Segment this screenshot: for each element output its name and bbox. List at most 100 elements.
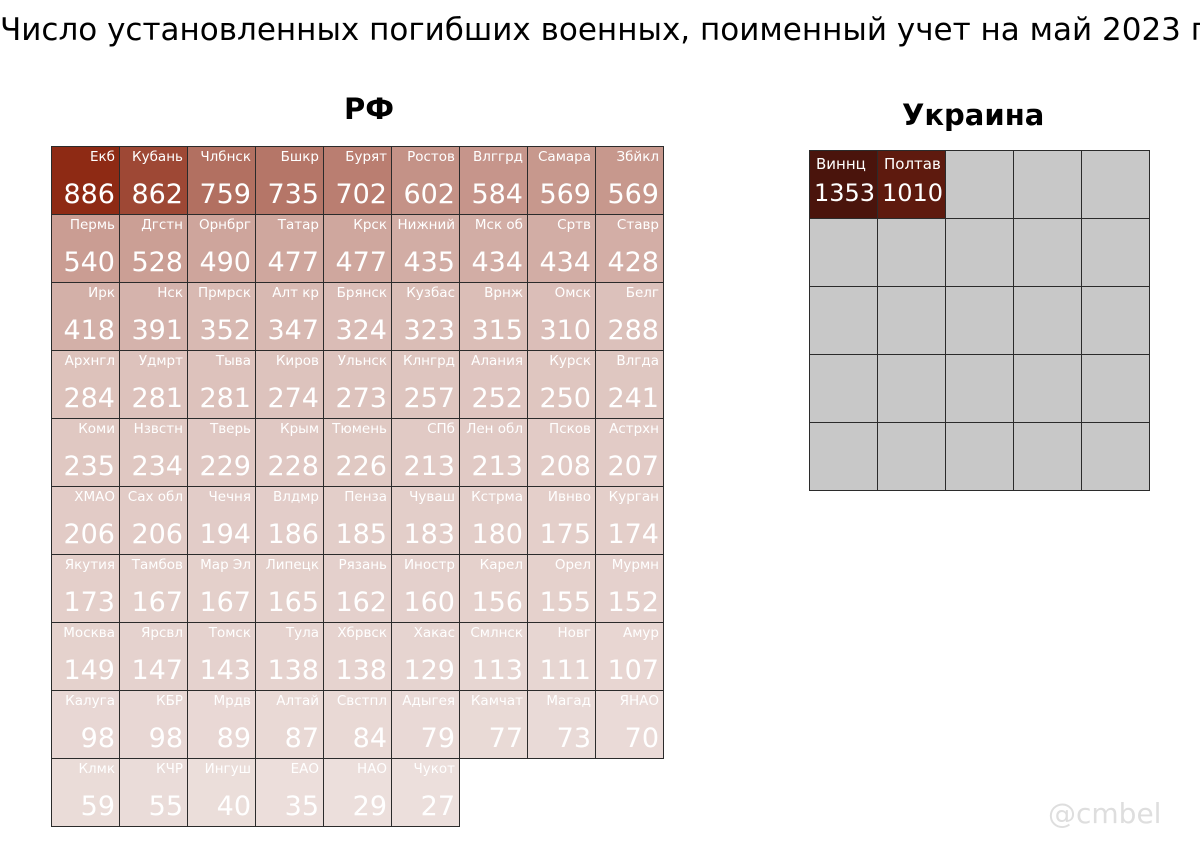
cell-value: 252 [471,383,523,414]
cell-value: 162 [335,587,387,618]
cell-value: 35 [284,791,319,822]
empty-cell [1081,218,1150,287]
cell-value: 138 [267,655,319,686]
heatmap-cell: ХМАО 206 [51,486,120,555]
cell-label: Кубань [132,149,183,165]
heatmap-cell: ЯНАО 70 [595,690,664,759]
cell-value: 143 [199,655,251,686]
heatmap-cell: Новг 111 [527,622,596,691]
cell-value: 257 [403,383,455,414]
panel-title-ukraine: Украина [902,98,1045,132]
cell-value: 540 [63,247,115,278]
heatmap-cell: Пенза 185 [323,486,392,555]
heatmap-cell: Псков 208 [527,418,596,487]
cell-value: 173 [63,587,115,618]
cell-value: 111 [539,655,591,686]
cell-label: Влдмр [273,489,319,505]
cell-label: Новг [557,625,591,641]
heatmap-cell: Ингуш 40 [187,758,256,827]
cell-value: 79 [420,723,455,754]
empty-cell [1081,354,1150,423]
cell-value: 315 [471,315,523,346]
heatmap-cell: Ульнск 273 [323,350,392,419]
empty-cell [1081,422,1150,491]
heatmap-cell: Бшкр 735 [255,146,324,215]
cell-value: 228 [267,451,319,482]
cell-label: Алт кр [272,285,319,301]
heatmap-cell: Хакас 129 [391,622,460,691]
heatmap-cell: Влгда 241 [595,350,664,419]
cell-label: Мурмн [611,557,659,573]
heatmap-cell: Мар Эл 167 [187,554,256,623]
ukraine-heatmap-grid: Виннц 1353 Полтав 1010 [809,150,1150,491]
cell-label: Орнбрг [198,217,251,233]
heatmap-cell: Чуваш 183 [391,486,460,555]
cell-label: Клнгрд [402,353,455,369]
heatmap-cell: Клмк 59 [51,758,120,827]
heatmap-cell: Магад 73 [527,690,596,759]
heatmap-cell: Дгстн 528 [119,214,188,283]
cell-value: 59 [80,791,115,822]
heatmap-cell: Коми 235 [51,418,120,487]
heatmap-cell: Адыгея 79 [391,690,460,759]
cell-label: Калуга [65,693,115,709]
cell-label: Адыгея [402,693,455,709]
cell-value: 107 [607,655,659,686]
heatmap-cell: Белг 288 [595,282,664,351]
cell-label: Ростов [407,149,455,165]
cell-label: Збйкл [616,149,659,165]
cell-label: Нижний [397,217,455,233]
empty-cell [945,286,1014,355]
empty-cell [1013,422,1082,491]
cell-value: 167 [199,587,251,618]
cell-label: Клмк [78,761,115,777]
cell-label: ЯНАО [619,693,659,709]
heatmap-cell: Алтай 87 [255,690,324,759]
empty-cell [945,218,1014,287]
heatmap-cell: Крск 477 [323,214,392,283]
cell-value: 186 [267,519,319,550]
cell-label: Полтав [884,155,941,173]
cell-label: Астрхн [609,421,659,437]
cell-value: 175 [539,519,591,550]
cell-value: 288 [607,315,659,346]
cell-label: Ингуш [204,761,251,777]
empty-cell [809,218,878,287]
heatmap-cell: Камчат 77 [459,690,528,759]
cell-label: Крск [353,217,387,233]
heatmap-cell: Карел 156 [459,554,528,623]
cell-label: Татар [277,217,319,233]
empty-cell [1081,286,1150,355]
heatmap-cell: Нск 391 [119,282,188,351]
heatmap-cell: Кубань 862 [119,146,188,215]
heatmap-cell: Пермь 540 [51,214,120,283]
heatmap-cell: Удмрт 281 [119,350,188,419]
cell-value: 324 [335,315,387,346]
heatmap-cell: Хбрвск 138 [323,622,392,691]
cell-value: 207 [607,451,659,482]
cell-label: Влггрд [473,149,523,165]
cell-label: Пенза [344,489,387,505]
heatmap-cell: Алт кр 347 [255,282,324,351]
cell-value: 434 [471,247,523,278]
cell-label: Лен обл [466,421,523,437]
cell-label: Амур [623,625,659,641]
cell-label: Врнж [484,285,523,301]
heatmap-cell: Чечня 194 [187,486,256,555]
cell-value: 352 [199,315,251,346]
cell-value: 89 [216,723,251,754]
cell-label: Тверь [209,421,251,437]
cell-label: Нск [157,285,183,301]
heatmap-cell: Томск 143 [187,622,256,691]
cell-value: 165 [267,587,319,618]
cell-label: Ульнск [337,353,387,369]
cell-label: НАО [356,761,387,777]
heatmap-cell: Бурят 702 [323,146,392,215]
cell-value: 862 [131,179,183,210]
cell-value: 77 [488,723,523,754]
heatmap-cell: Архнгл 284 [51,350,120,419]
cell-value: 208 [539,451,591,482]
heatmap-cell: Полтав 1010 [877,150,946,219]
heatmap-cell: ЕАО 35 [255,758,324,827]
heatmap-cell: Курган 174 [595,486,664,555]
